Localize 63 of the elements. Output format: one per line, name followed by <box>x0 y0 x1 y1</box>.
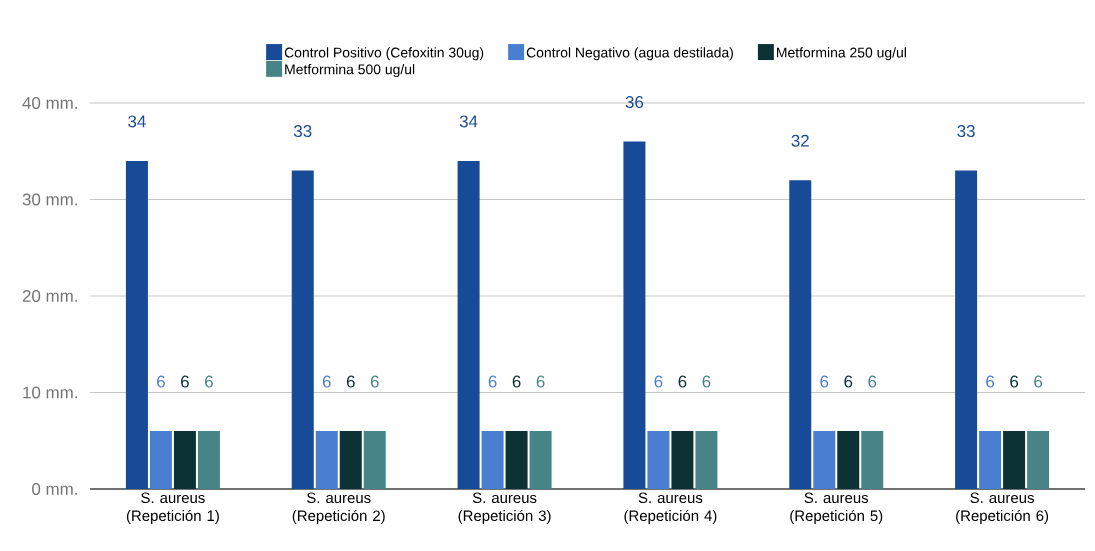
bar <box>291 170 314 489</box>
data-label: 6 <box>181 375 189 388</box>
data-label: 6 <box>512 375 521 388</box>
y-tick-label: 0 mm. <box>32 483 77 495</box>
bar <box>813 431 836 489</box>
bar <box>529 431 552 489</box>
x-tick-label: S. aureus (Repetición 5) <box>790 492 883 524</box>
data-label: 6 <box>820 375 829 388</box>
data-label: 33 <box>293 125 312 138</box>
x-tick-label: S. aureus (Repetición 1) <box>126 492 219 524</box>
bar <box>671 431 694 489</box>
y-tick-label: 10 mm. <box>23 386 77 399</box>
bar <box>173 431 196 489</box>
data-label: 6 <box>702 375 711 388</box>
bar <box>315 431 338 489</box>
bar <box>955 170 978 489</box>
bar <box>339 431 362 489</box>
data-label: 6 <box>844 375 853 388</box>
bar <box>1027 431 1050 489</box>
x-tick-label: S. aureus (Repetición 3) <box>458 492 551 524</box>
data-label: 6 <box>986 375 995 388</box>
bar <box>363 431 386 489</box>
data-label: 6 <box>678 375 687 388</box>
data-label: 33 <box>957 125 975 138</box>
legend-label: Metformina 250 ug/ul <box>777 47 906 61</box>
data-label: 6 <box>322 375 331 388</box>
bar <box>1003 431 1026 489</box>
y-tick-label: 40 mm. <box>22 97 77 109</box>
data-label: 34 <box>459 115 478 128</box>
data-label: 32 <box>791 134 809 147</box>
bar <box>837 431 860 489</box>
data-label: 34 <box>128 115 146 128</box>
bar <box>623 141 646 489</box>
bar <box>125 160 148 489</box>
x-tick-label: S. aureus (Repetición 2) <box>292 492 385 524</box>
data-label: 6 <box>654 375 663 388</box>
legend-label: Metformina 500 ug/ul <box>285 64 415 78</box>
data-label: 6 <box>536 375 545 388</box>
bar <box>481 431 504 489</box>
bar <box>695 431 718 489</box>
data-label: 6 <box>157 375 165 388</box>
x-tick-label: S. aureus (Repetición 4) <box>624 492 717 524</box>
legend-label: Control Positivo (Cefoxitin 30ug) <box>284 47 484 61</box>
data-label: 6 <box>346 375 355 388</box>
data-label: 6 <box>1010 375 1019 388</box>
y-tick-label: 30 mm. <box>22 193 77 206</box>
bar <box>647 431 670 489</box>
data-label: 6 <box>370 375 379 388</box>
bar <box>979 431 1002 489</box>
data-label: 6 <box>205 375 213 388</box>
bar <box>861 431 884 489</box>
data-label: 6 <box>488 375 497 388</box>
x-tick-label: S. aureus (Repetición 6) <box>956 492 1049 524</box>
legend-label: Control Negativo (agua destilada) <box>526 47 733 61</box>
bar <box>149 431 172 489</box>
y-tick-label: 20 mm. <box>22 290 77 302</box>
bar <box>505 431 528 489</box>
data-label: 6 <box>1034 375 1043 388</box>
data-label: 36 <box>625 96 644 109</box>
bar <box>197 431 220 489</box>
bar <box>457 160 480 489</box>
bar <box>789 180 812 489</box>
data-label: 6 <box>868 375 877 388</box>
